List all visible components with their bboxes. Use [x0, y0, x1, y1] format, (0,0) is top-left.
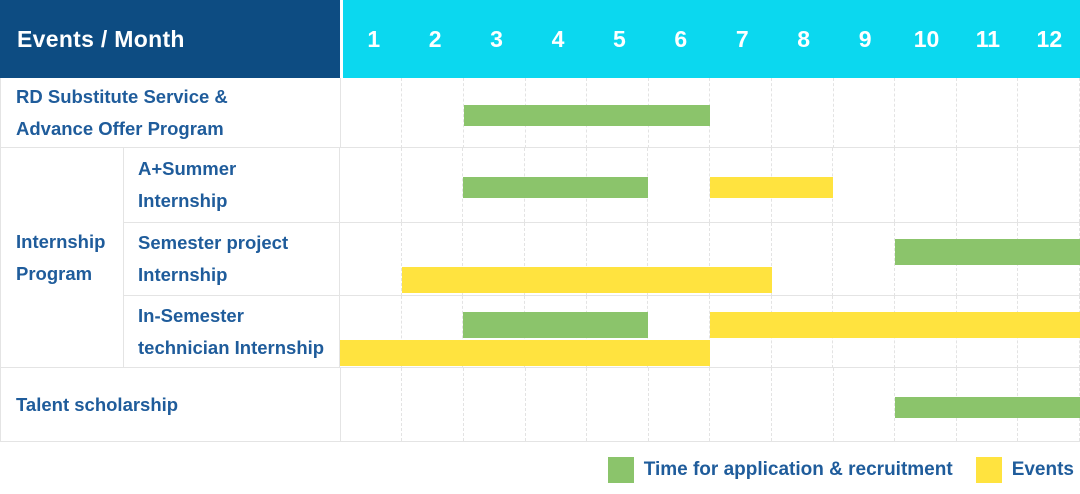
- month-grid-cell: [587, 223, 649, 296]
- row-label-line: Talent scholarship: [16, 393, 179, 415]
- application-bar: [463, 105, 711, 126]
- event-swatch: [975, 457, 1002, 483]
- gantt-row-a-plus-summer-internship: A+Summer Internship: [124, 148, 1080, 222]
- application-swatch: [607, 457, 634, 483]
- table-header-row: Events / Month 1 2 3 4 5 6 7 8 9 10 11 12: [0, 0, 1080, 78]
- month-grid-cell: [341, 78, 403, 148]
- chart-area: [340, 148, 1080, 222]
- month-grid-cell: [402, 148, 464, 222]
- application-bar: [895, 396, 1080, 418]
- row-label-in-semester-technician-internship: In-Semester technician Internship: [124, 296, 340, 367]
- table-body: RD Substitute Service & Advance Offer Pro…: [0, 78, 1080, 442]
- row-label-line: Internship: [138, 264, 228, 285]
- month-grid-cell: [649, 368, 711, 441]
- month-grid-cell: [402, 296, 464, 368]
- event-bar: [710, 312, 1080, 338]
- month-label: 2: [428, 25, 442, 52]
- row-label-a-plus-summer-internship: A+Summer Internship: [124, 148, 340, 222]
- month-label: 5: [613, 25, 626, 52]
- month-grid-cell: [402, 223, 464, 296]
- month-grid-cell: [895, 78, 957, 148]
- month-grid-cell: [834, 368, 896, 441]
- month-grid-cell: [340, 148, 402, 222]
- month-grid-cell: [402, 368, 464, 441]
- event-bar: [401, 267, 772, 293]
- month-grid-cell: [710, 78, 772, 148]
- legend-label: Time for application & recruitment: [643, 459, 953, 480]
- month-grid-cell: [587, 368, 649, 441]
- row-label-line: Program: [16, 262, 93, 284]
- month-grid-cell: [648, 223, 711, 296]
- month-grid-cell: [833, 223, 896, 296]
- month-label: 3: [490, 25, 503, 52]
- month-header-row: 1 2 3 4 5 6 7 8 9 10 11 12: [340, 0, 1080, 78]
- month-grid-cell: [341, 368, 403, 441]
- month-grid-cell: [772, 223, 834, 296]
- month-grid-cell: [525, 223, 587, 296]
- legend: Time for application & recruitment Events: [607, 457, 1074, 483]
- row-label-line: technician Internship: [138, 336, 325, 358]
- row-label-line: Internship: [138, 190, 228, 211]
- month-grid-cell: [710, 223, 772, 296]
- month-grid-cell: [957, 148, 1019, 222]
- event-bar: [710, 177, 834, 198]
- month-grid-cell: [772, 78, 834, 148]
- month-label: 7: [735, 25, 749, 52]
- event-bar: [340, 340, 710, 366]
- month-label: 4: [551, 25, 565, 52]
- month-grid-cell: [1018, 148, 1080, 222]
- row-label-line: Advance Offer Program: [16, 117, 224, 139]
- month-label: 9: [858, 25, 872, 52]
- chart-area: [340, 223, 1080, 296]
- row-label-rd-substitute-service: RD Substitute Service & Advance Offer Pro…: [1, 78, 341, 147]
- row-label-semester-project-internship: Semester project Internship: [124, 223, 340, 295]
- month-grid-cell: [957, 78, 1019, 148]
- legend-label: Events: [1011, 459, 1074, 480]
- month-grid-cell: [648, 296, 711, 368]
- month-grid-cell: [464, 368, 526, 441]
- month-label: 12: [1036, 25, 1063, 52]
- gantt-row-rd-substitute-service: RD Substitute Service & Advance Offer Pro…: [1, 78, 1080, 148]
- row-label-line: Semester project: [138, 232, 289, 253]
- application-bar: [895, 239, 1080, 265]
- legend-item-application: Time for application & recruitment: [607, 457, 953, 483]
- events-month-header-cell: Events / Month: [0, 0, 340, 78]
- month-label: 11: [975, 25, 1001, 52]
- month-grid-cell: [463, 223, 526, 296]
- group-subrows: A+Summer Internship Semester project Intern…: [124, 148, 1080, 368]
- month-label: 6: [674, 25, 688, 52]
- month-grid-cell: [340, 223, 402, 296]
- month-label: 8: [797, 25, 811, 52]
- gantt-table: Events / Month 1 2 3 4 5 6 7 8 9 10 11 12 RD Substi…: [0, 0, 1080, 442]
- gantt-row-semester-project-internship: Semester project Internship: [124, 222, 1080, 296]
- row-label-talent-scholarship: Talent scholarship: [1, 368, 341, 441]
- month-grid-cell: [834, 78, 896, 148]
- row-label-line: Internship: [16, 230, 106, 252]
- row-label-line: RD Substitute Service &: [16, 85, 228, 107]
- group-internship-program: Internship Program A+Summer Internship Semes…: [1, 148, 1080, 368]
- chart-area: [341, 78, 1080, 148]
- month-grid-cell: [526, 368, 588, 441]
- month-label: 10: [913, 25, 940, 52]
- row-label-line: In-Semester: [138, 304, 244, 326]
- application-bar: [463, 312, 649, 338]
- month-grid-cell: [340, 296, 402, 368]
- month-grid-cell: [648, 148, 711, 222]
- gantt-row-in-semester-technician-internship: In-Semester technician Internship: [124, 295, 1080, 368]
- month-grid-cell: [710, 368, 772, 441]
- chart-area: [341, 368, 1080, 441]
- month-grid-cell: [895, 148, 957, 222]
- month-grid-cell: [772, 368, 834, 441]
- chart-area: [340, 296, 1080, 368]
- row-label-line: A+Summer: [138, 158, 237, 179]
- application-bar: [463, 177, 649, 198]
- month-grid-cell: [402, 78, 464, 148]
- month-grid-cell: [1018, 78, 1080, 148]
- group-label-internship-program: Internship Program: [1, 148, 124, 367]
- legend-item-event: Events: [975, 457, 1074, 483]
- gantt-row-talent-scholarship: Talent scholarship: [1, 368, 1080, 441]
- month-grid-cell: [833, 148, 896, 222]
- month-label: 1: [367, 25, 381, 52]
